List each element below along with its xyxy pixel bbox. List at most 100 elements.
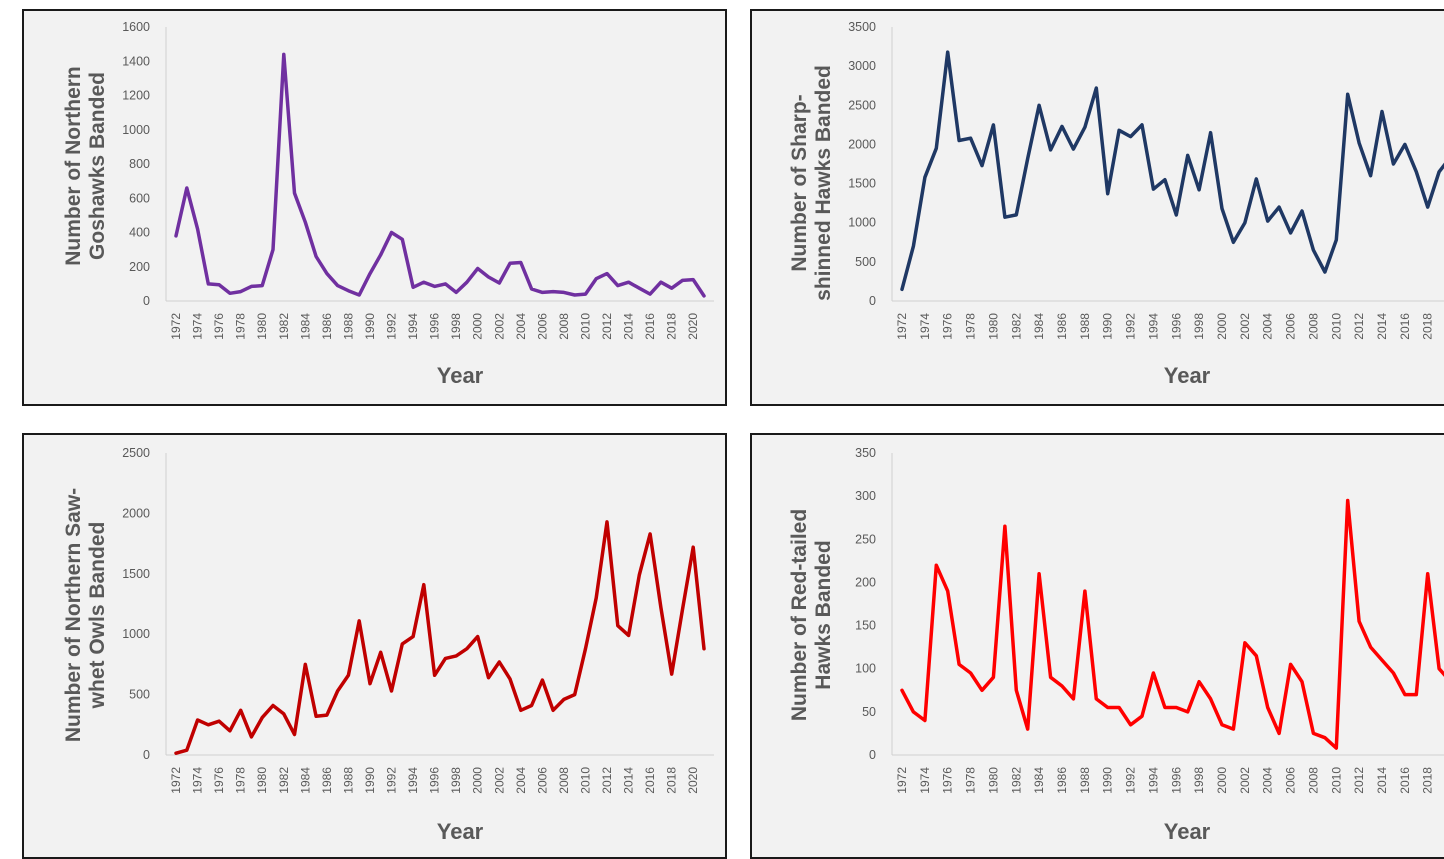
data-point (605, 272, 609, 275)
red-tailed-series-line (900, 498, 1444, 750)
data-point (670, 672, 673, 676)
data-point (912, 245, 915, 248)
data-point (595, 596, 598, 600)
y-axis-title: Number of Red-tailedHawks Banded (788, 509, 835, 721)
x-tick-label: 1982 (277, 767, 291, 794)
x-tick-label: 1984 (298, 767, 312, 794)
data-point (1403, 693, 1407, 696)
data-point (1140, 123, 1144, 127)
x-tick-label: 2000 (471, 767, 485, 794)
x-tick-label: 1982 (277, 313, 291, 340)
y-tick-label: 800 (129, 157, 150, 171)
data-point (638, 573, 641, 577)
x-tick-label: 1994 (406, 313, 420, 340)
data-point (551, 709, 555, 712)
data-point (627, 280, 630, 284)
y-axis-title-line: Number of Northern Saw- (62, 488, 85, 742)
x-tick-label: 1982 (1009, 767, 1023, 794)
data-point (336, 284, 339, 287)
y-tick-label: 0 (869, 294, 876, 308)
data-point (336, 689, 339, 693)
data-point (595, 277, 598, 280)
y-tick-label: 1600 (122, 20, 150, 34)
data-point (1026, 157, 1029, 160)
data-point (692, 278, 695, 281)
x-tick-label: 1978 (234, 767, 248, 794)
data-point (702, 294, 706, 298)
data-point (401, 642, 404, 646)
y-tick-label: 0 (869, 748, 876, 762)
x-tick-label: 1988 (1078, 313, 1092, 340)
data-point (1277, 732, 1281, 735)
x-tick-label: 1990 (363, 767, 377, 794)
x-tick-label: 1988 (1078, 767, 1092, 794)
data-point (562, 698, 566, 701)
y-tick-label: 2500 (848, 98, 876, 112)
data-point (692, 546, 695, 549)
x-tick-label: 1994 (1146, 767, 1160, 794)
y-tick-label: 1000 (848, 216, 876, 230)
data-point (1323, 736, 1327, 739)
data-point (1197, 680, 1201, 683)
data-point (271, 704, 275, 707)
chart-panel-red-tailed-hawks: 0 50 100 150 200 250 300 350 1972 1974 1976 1978 198… (750, 433, 1444, 859)
y-tick-label: 1400 (122, 54, 150, 68)
data-point (980, 164, 984, 167)
data-point (239, 290, 242, 293)
data-point (1255, 654, 1258, 657)
data-point (422, 280, 426, 284)
x-tick-label: 1984 (1032, 767, 1046, 794)
data-point (1095, 697, 1098, 701)
data-point (1426, 572, 1429, 575)
y-tick-label: 1500 (848, 177, 876, 191)
x-tick-label: 1996 (1169, 767, 1183, 794)
x-tick-label: 2006 (1284, 767, 1298, 794)
sharp-shinned-series-line (900, 50, 1444, 292)
data-point (174, 234, 178, 238)
data-point (1266, 219, 1269, 223)
x-tick-label: 1972 (169, 767, 183, 794)
data-point (217, 283, 221, 286)
data-point (487, 676, 490, 679)
x-tick-label: 1982 (1009, 313, 1023, 340)
data-point (293, 191, 296, 195)
data-point (1220, 207, 1224, 210)
x-tick-label: 2008 (557, 767, 571, 794)
data-point (980, 689, 984, 692)
data-point (1106, 706, 1109, 709)
data-point (1243, 641, 1247, 645)
x-tick-label: 2018 (665, 767, 679, 794)
data-point (616, 284, 619, 287)
data-point (1117, 129, 1121, 132)
x-tick-label: 2012 (600, 767, 614, 794)
x-axis-title: Year (1164, 819, 1211, 844)
data-point (325, 713, 329, 717)
y-axis-title-line: Number of Northern (62, 66, 85, 266)
data-point (1403, 143, 1407, 146)
x-tick-label: 1994 (406, 767, 420, 794)
data-point (250, 735, 253, 739)
data-point (1357, 141, 1361, 145)
data-point (1072, 147, 1075, 151)
y-tick-label: 0 (143, 748, 150, 762)
data-point (1289, 231, 1292, 235)
data-point (498, 281, 501, 285)
data-point (261, 284, 264, 287)
saw-whet-series-line (174, 520, 706, 755)
data-point (935, 147, 938, 150)
y-tick-label: 2000 (122, 506, 150, 520)
data-point (1026, 727, 1029, 731)
x-tick-label: 1974 (191, 767, 205, 794)
x-tick-label: 2008 (1306, 767, 1320, 794)
x-tick-label: 2000 (471, 313, 485, 340)
data-point (584, 292, 587, 296)
data-point (1300, 209, 1304, 213)
x-tick-label: 2000 (1215, 313, 1229, 340)
data-point (935, 563, 938, 567)
y-axis-title-line: whet Owls Banded (86, 522, 109, 710)
data-point (379, 651, 382, 654)
x-tick-label: 1978 (234, 313, 248, 340)
data-point (992, 676, 995, 679)
data-point (217, 719, 221, 723)
y-tick-label: 1000 (122, 123, 150, 137)
